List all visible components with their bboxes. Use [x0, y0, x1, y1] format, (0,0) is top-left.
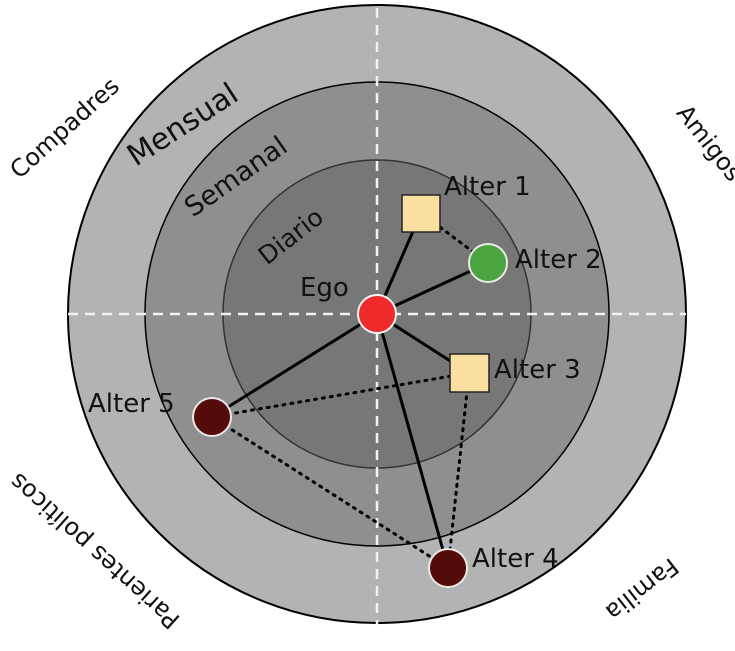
alter3-node: [449, 353, 490, 393]
ego-node: [357, 294, 397, 334]
solid-tie-ego-alter5: [211, 312, 378, 419]
dotted-tie-alter3-alter4: [446, 371, 471, 570]
alter1-node: [401, 194, 441, 233]
dotted-tie-alter5-alter4: [210, 415, 450, 570]
solid-tie-ego-alter2: [376, 261, 489, 316]
alter2-node: [468, 243, 508, 283]
ego-label: Ego: [300, 273, 349, 303]
alter5-node: [192, 397, 232, 437]
dotted-tie-alter5-alter3: [210, 371, 471, 419]
alter3-label: Alter 3: [494, 355, 581, 385]
alter2-label: Alter 2: [515, 245, 602, 275]
alter4-label: Alter 4: [472, 544, 559, 574]
dotted-tie-alter1-alter2: [419, 211, 490, 265]
solid-tie-ego-alter4: [375, 313, 450, 569]
sector-label-amigos: Amigos: [671, 99, 735, 186]
sector-label-familia: Familia: [600, 552, 684, 626]
ties-layer: [210, 211, 490, 570]
alter5-label: Alter 5: [88, 389, 175, 419]
alter4-node: [428, 548, 468, 588]
alter1-label: Alter 1: [444, 172, 531, 202]
